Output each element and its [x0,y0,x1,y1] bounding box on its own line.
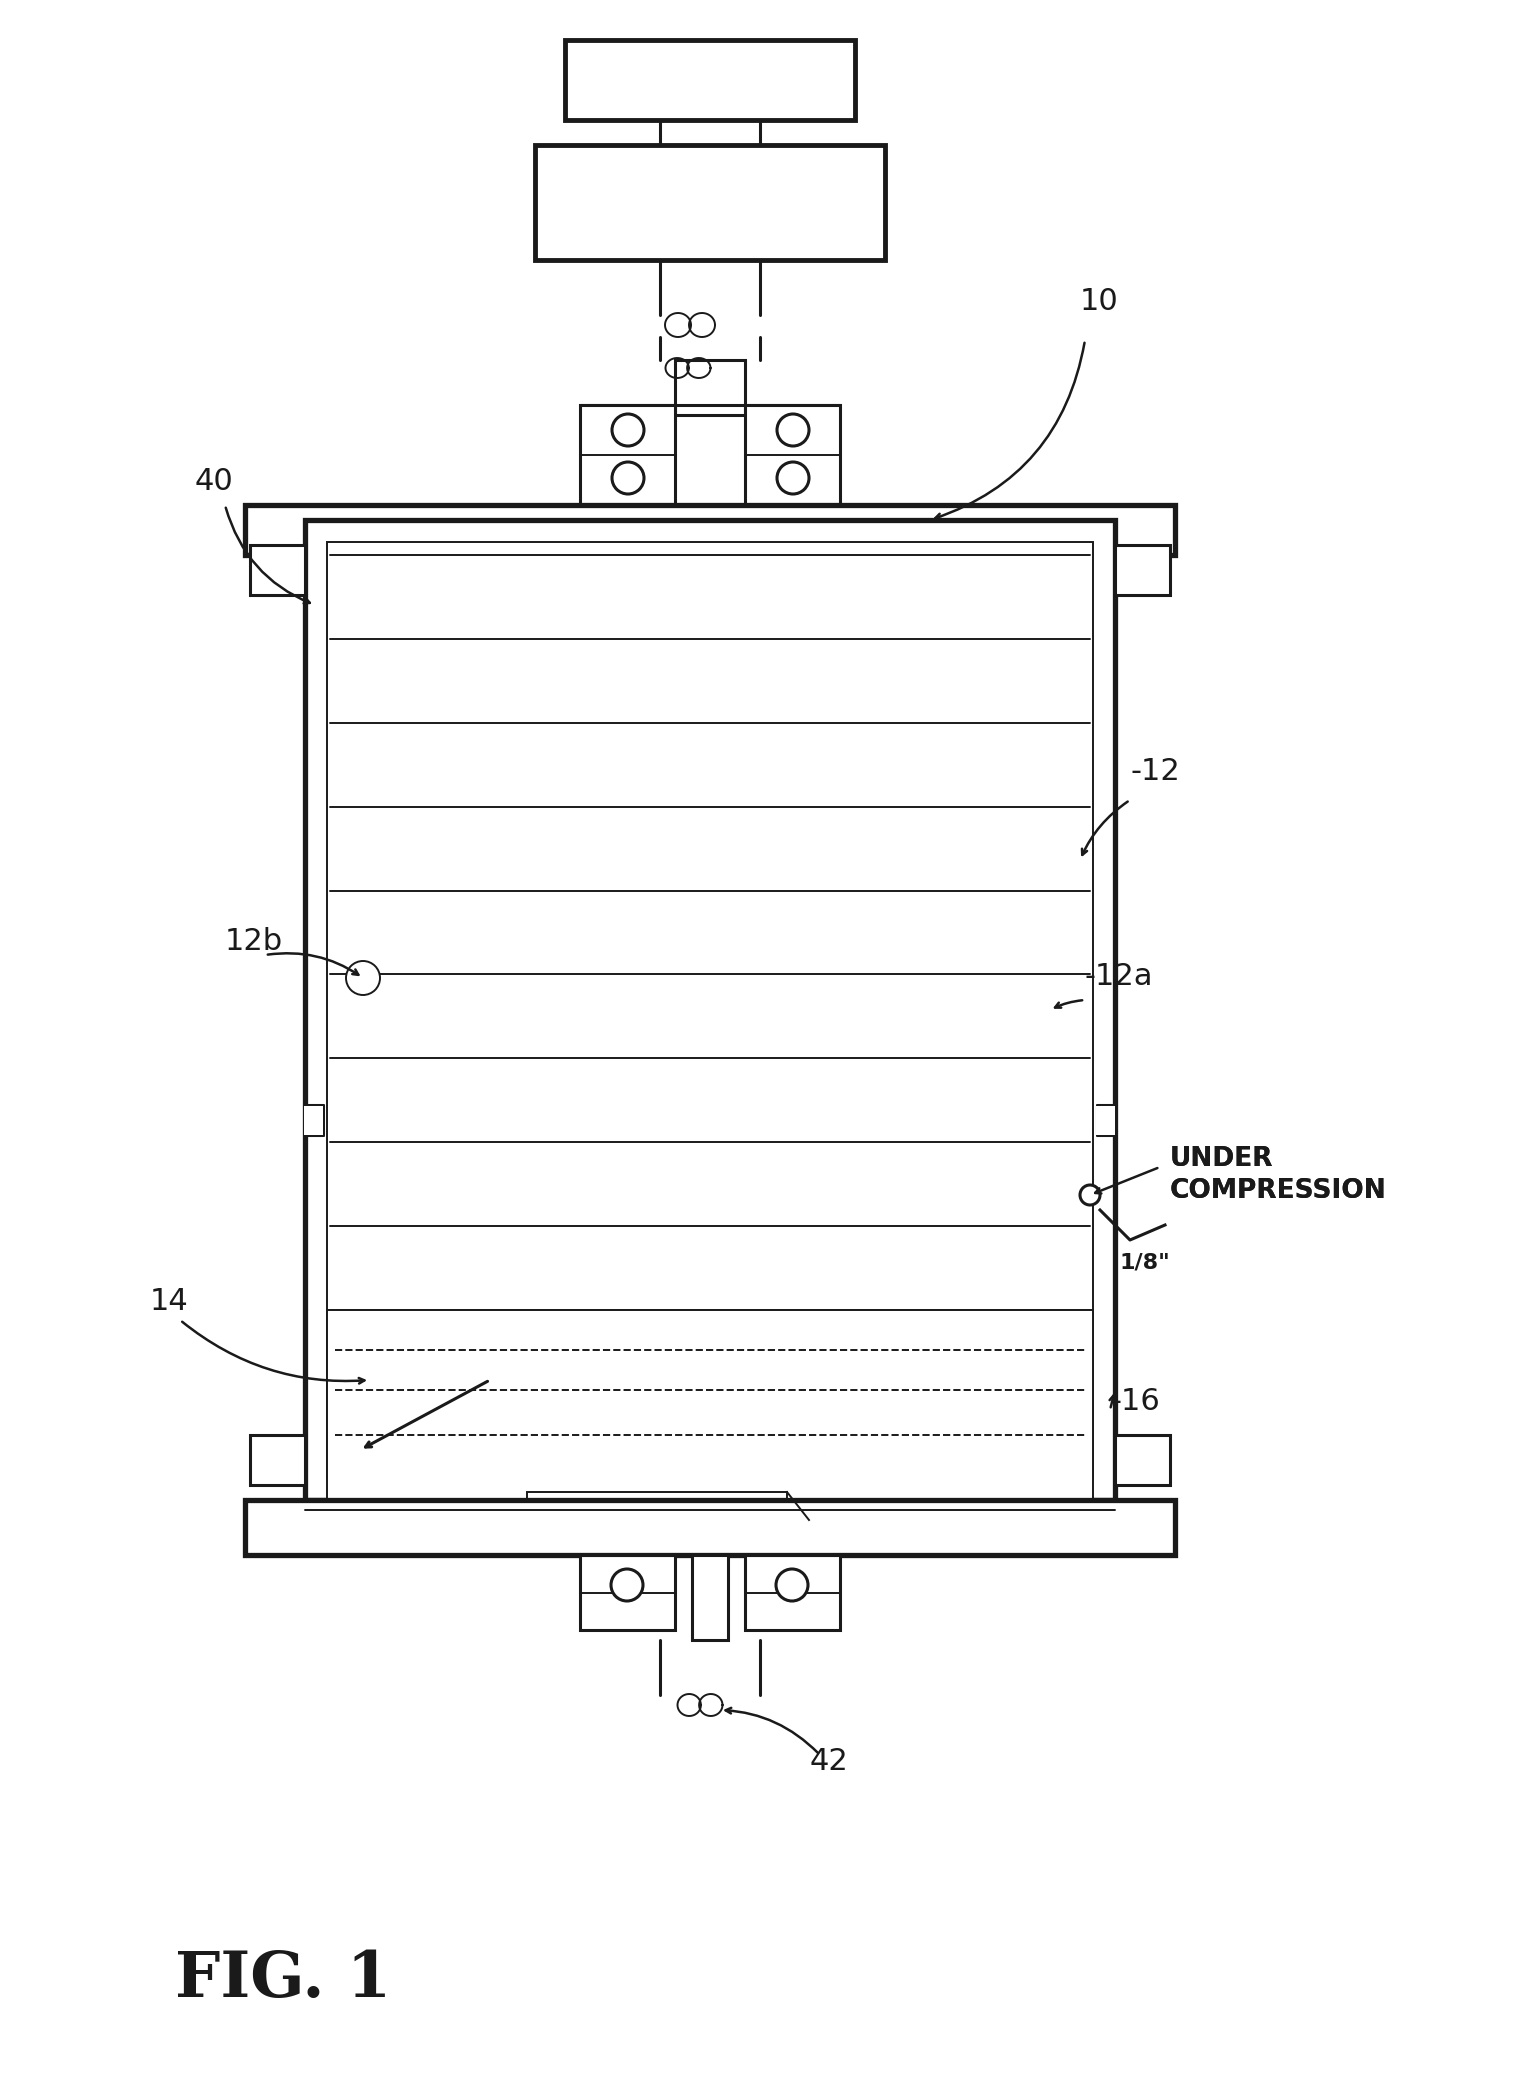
Text: UNDER
COMPRESSION: UNDER COMPRESSION [1170,1147,1387,1204]
Bar [1116,1436,1170,1486]
Bar [580,1555,674,1630]
Text: UNDER
COMPRESSION: UNDER COMPRESSION [1170,1147,1387,1204]
Text: 14: 14 [151,1287,189,1317]
Circle shape [776,1570,808,1601]
Bar [527,1492,787,1519]
Circle shape [778,414,810,445]
Text: 1/8": 1/8" [1120,1254,1170,1273]
Bar [580,405,674,506]
Text: -12: -12 [1129,757,1180,786]
Text: 10: 10 [1081,286,1119,316]
Circle shape [778,462,810,493]
Bar [693,1555,728,1641]
Text: -16: -16 [1110,1388,1160,1417]
Circle shape [612,462,644,493]
Text: FIG. 1: FIG. 1 [175,1950,391,2011]
Bar [304,1106,323,1135]
Circle shape [612,414,644,445]
Bar [250,545,304,596]
Bar [304,520,1116,1501]
Circle shape [1081,1185,1100,1206]
Bar [327,1310,1093,1526]
Bar [744,405,840,506]
Bar [250,1436,304,1486]
Bar [674,359,744,416]
Bar [744,1555,840,1630]
Bar [1116,545,1170,596]
Bar [245,506,1175,556]
Bar [1096,1106,1116,1135]
Text: 42: 42 [810,1747,849,1776]
Text: -12a: -12a [1085,961,1154,991]
Circle shape [610,1570,642,1601]
Text: 40: 40 [195,466,234,495]
Bar [565,40,855,119]
Bar [536,144,884,259]
Text: 12b: 12b [225,928,283,955]
Circle shape [345,961,380,995]
Bar [245,1501,1175,1555]
Bar [327,541,1093,1478]
